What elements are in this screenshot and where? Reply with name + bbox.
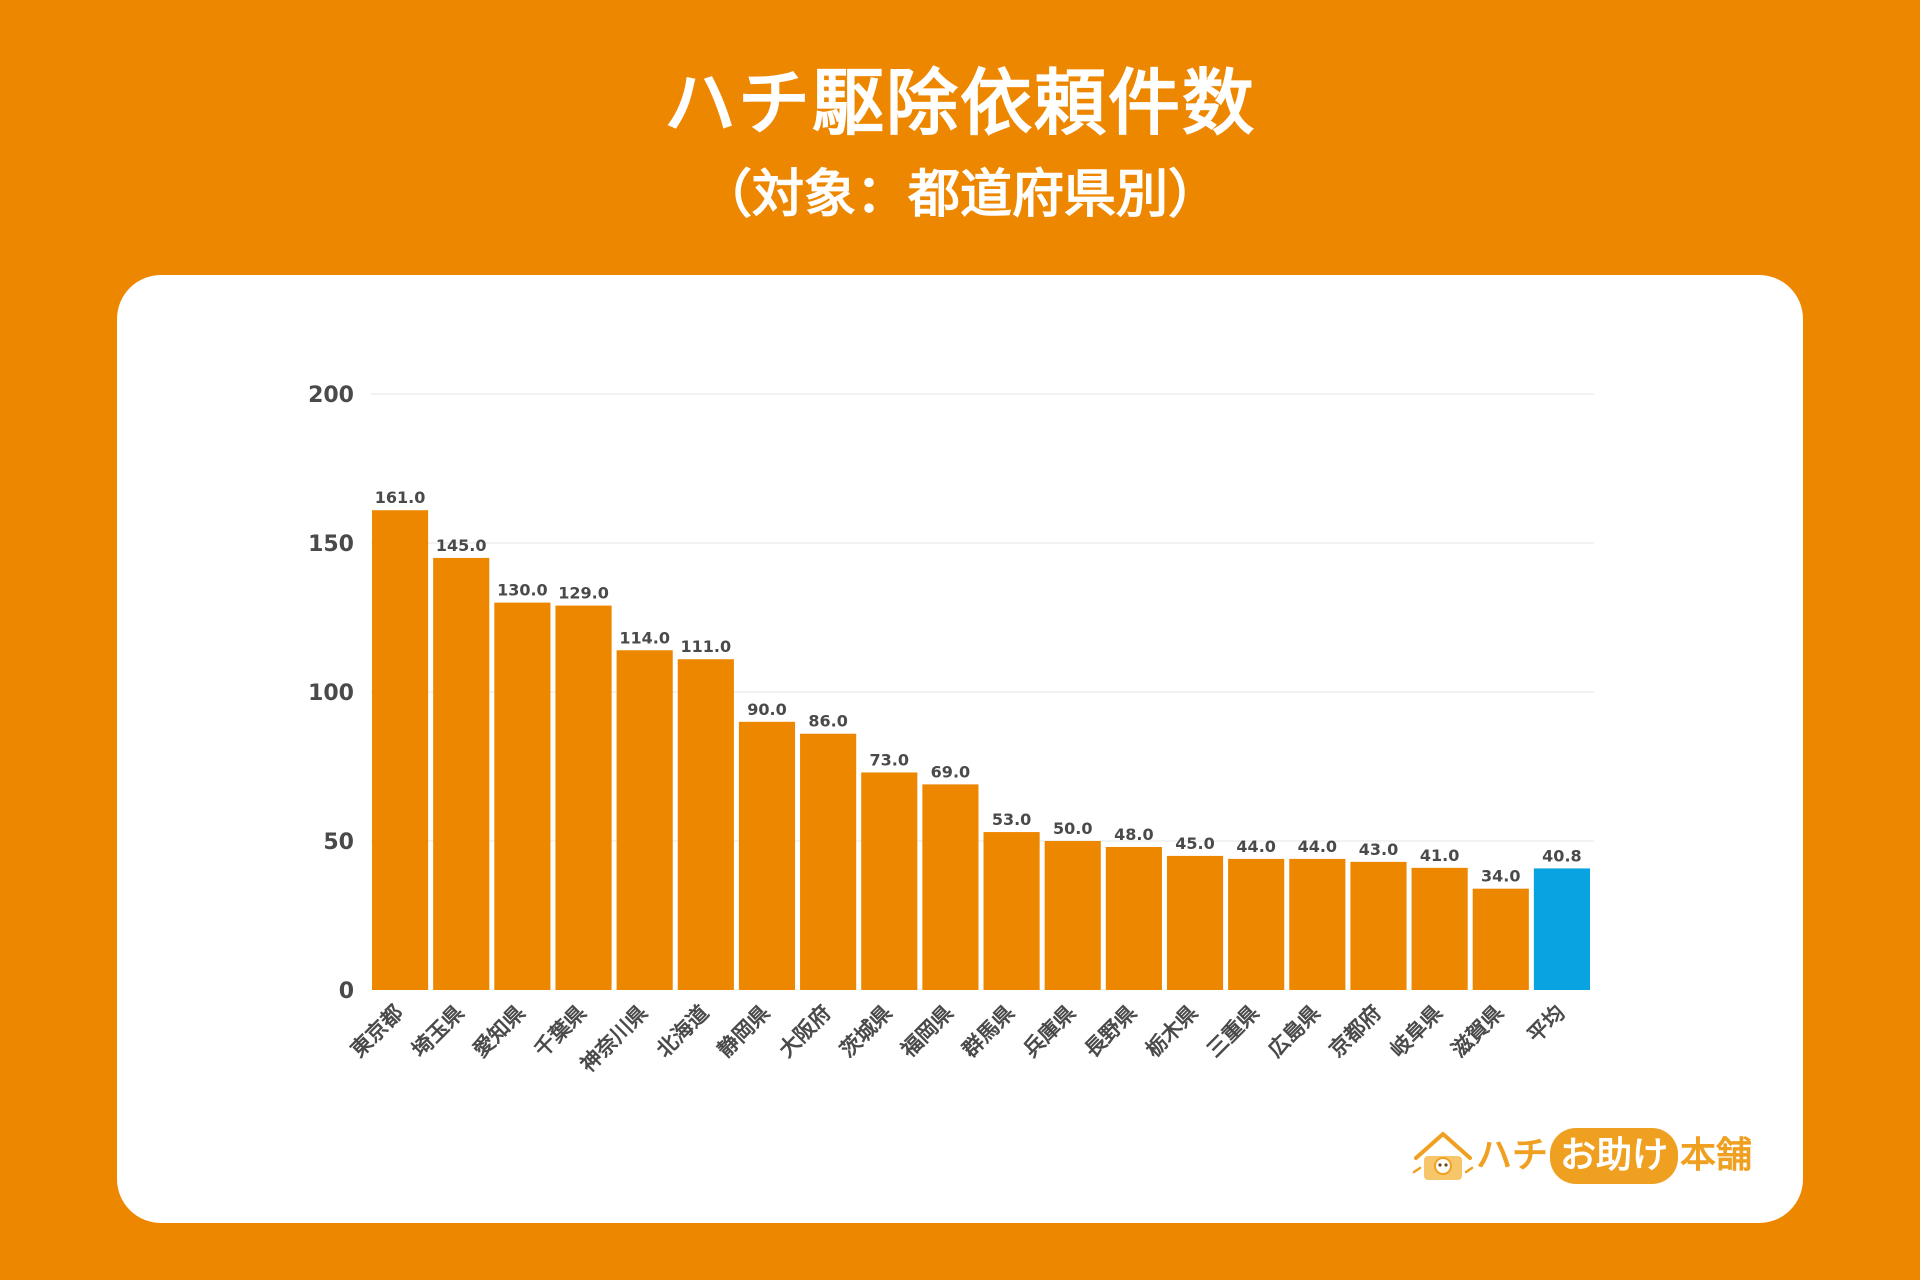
data-label: 145.0 <box>436 536 487 555</box>
data-label: 45.0 <box>1175 834 1214 853</box>
data-label: 161.0 <box>375 488 426 507</box>
bar <box>555 605 612 990</box>
bar <box>1105 846 1162 990</box>
bar <box>1228 858 1285 990</box>
chart-card: 0 50 100 150 200 161.0 東京都 145.0 埼玉県 130.0 愛知県 129.… <box>117 275 1803 1223</box>
x-tick-label: 大阪府 <box>774 1001 836 1063</box>
x-tick-label: 福岡県 <box>896 1001 958 1063</box>
bar <box>372 510 429 990</box>
x-tick-label: 北海道 <box>652 1001 714 1063</box>
x-tick-label: 神奈川県 <box>576 1001 652 1077</box>
data-label: 50.0 <box>1053 819 1092 838</box>
bar <box>677 659 734 990</box>
chart-subtitle: （対象：都道府県別） <box>699 165 1220 225</box>
bar <box>983 832 1040 990</box>
data-label: 69.0 <box>931 762 970 781</box>
brand-logo: ハチ お助け 本舗 <box>1410 1128 1752 1184</box>
bar <box>1044 841 1101 990</box>
x-tick-label: 茨城県 <box>835 1001 897 1063</box>
bar <box>433 557 490 990</box>
bar <box>1411 867 1468 990</box>
y-tick-label: 200 <box>308 383 354 408</box>
x-tick-label: 群馬県 <box>958 1001 1020 1063</box>
bar <box>800 733 857 990</box>
bar <box>1166 855 1224 990</box>
data-label: 129.0 <box>558 584 609 603</box>
data-label: 90.0 <box>747 700 786 719</box>
data-label: 111.0 <box>681 637 732 656</box>
chart-title: ハチ駆除依頼件数 <box>663 61 1256 145</box>
data-label: 48.0 <box>1114 825 1153 844</box>
x-tick-label: 平均 <box>1523 1001 1570 1048</box>
bar-average <box>1533 868 1590 990</box>
bar <box>1472 888 1529 990</box>
data-label: 53.0 <box>992 810 1031 829</box>
y-tick-label: 50 <box>323 830 354 855</box>
x-tick-label: 長野県 <box>1080 1001 1142 1063</box>
bar <box>922 784 979 990</box>
y-tick-label: 100 <box>308 681 354 706</box>
x-tick-label: 兵庫県 <box>1019 1001 1081 1063</box>
house-bee-icon <box>1412 1132 1474 1180</box>
bar <box>1289 858 1346 990</box>
bar <box>616 650 673 990</box>
x-tick-label: 岐阜県 <box>1386 1001 1448 1063</box>
data-label: 41.0 <box>1420 846 1459 865</box>
bar <box>861 772 918 990</box>
bar-chart: 0 50 100 150 200 161.0 東京都 145.0 埼玉県 130.0 愛知県 129.… <box>308 383 1594 1077</box>
y-tick-label: 0 <box>339 979 354 1004</box>
x-tick-label: 三重県 <box>1202 1001 1264 1063</box>
logo-text-otasuke: お助け <box>1550 1128 1679 1184</box>
data-label: 130.0 <box>497 581 548 600</box>
data-label: 40.8 <box>1542 846 1581 865</box>
data-label: 44.0 <box>1236 837 1275 856</box>
data-label: 114.0 <box>619 628 670 647</box>
x-tick-label: 愛知県 <box>468 1001 530 1063</box>
data-label: 73.0 <box>870 750 909 769</box>
x-tick-label: 埼玉県 <box>407 1001 469 1063</box>
y-tick-label: 150 <box>308 532 354 557</box>
data-label: 86.0 <box>808 712 847 731</box>
x-tick-label: 滋賀県 <box>1447 1001 1509 1063</box>
data-label: 34.0 <box>1481 867 1520 886</box>
x-tick-label: 静岡県 <box>713 1001 775 1063</box>
x-tick-label: 東京都 <box>346 1001 408 1063</box>
bar <box>1350 861 1407 990</box>
logo-text-hachi: ハチ <box>1476 1135 1549 1176</box>
x-tick-label: 栃木県 <box>1141 1001 1203 1063</box>
data-label: 44.0 <box>1298 837 1337 856</box>
logo-text-honpo: 本舗 <box>1680 1135 1753 1176</box>
bar <box>494 602 551 990</box>
data-label: 43.0 <box>1359 840 1398 859</box>
x-tick-label: 広島県 <box>1263 1001 1325 1063</box>
bar <box>738 721 796 990</box>
x-tick-label: 京都府 <box>1324 1001 1386 1063</box>
